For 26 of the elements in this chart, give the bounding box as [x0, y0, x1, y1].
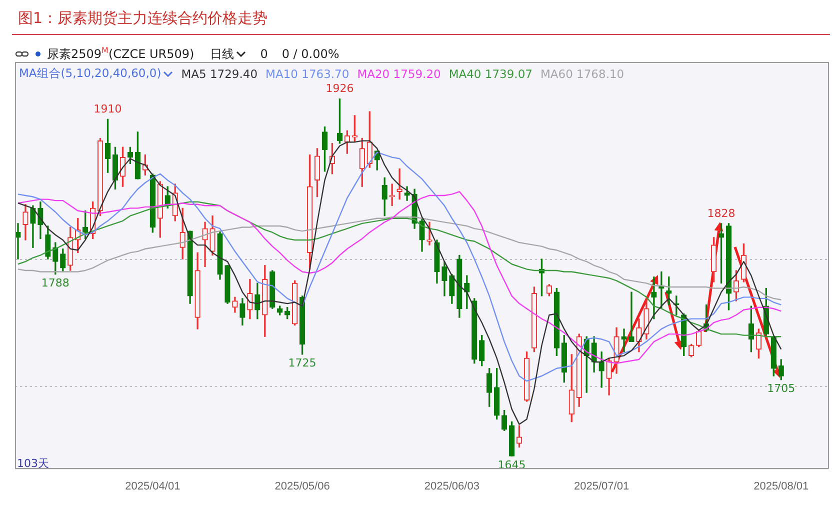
- candlestick: [651, 276, 657, 320]
- annotation: 103天: [17, 456, 49, 471]
- x-tick-label: 2025/04/01: [125, 480, 180, 492]
- text: MA20 1759.20: [357, 66, 441, 80]
- chart-title: 图1：尿素期货主力连续合约价格走势: [18, 9, 268, 28]
- text: 日线: [210, 46, 236, 62]
- text: MA40 1739.07: [448, 66, 532, 80]
- text: MA5 1729.40: [181, 66, 258, 80]
- candlestick: [628, 292, 634, 342]
- text: 尿素2509$^{M}$(CZCE UR509): [47, 46, 194, 62]
- annotation: MA组合(5,10,20,40,60,0): [19, 66, 162, 81]
- text: MA60 1768.10: [540, 66, 624, 80]
- annotation: 1788: [41, 276, 70, 290]
- annotation: 1926: [326, 82, 354, 96]
- annotation: 1705: [767, 382, 796, 396]
- text: 0 / 0.00%: [282, 47, 340, 61]
- text: MA10 1763.70: [266, 66, 350, 80]
- candlestick: [15, 223, 21, 260]
- x-tick-label: 2025/05/06: [274, 480, 330, 492]
- x-tick-label: 2025/08/01: [754, 480, 809, 492]
- x-tick-label: 2025/07/01: [574, 480, 630, 492]
- annotation: 1725: [288, 356, 316, 370]
- annotation: 1828: [707, 206, 736, 220]
- text: 0: [260, 47, 268, 61]
- annotation: 1910: [94, 102, 122, 116]
- x-tick-label: 2025/06/03: [424, 480, 480, 492]
